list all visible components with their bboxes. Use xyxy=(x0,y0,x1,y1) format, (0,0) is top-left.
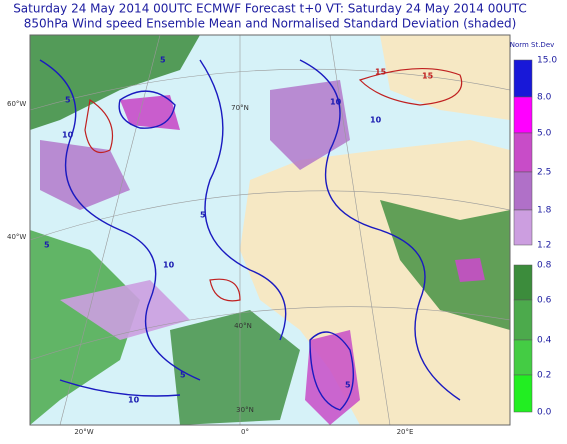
colorbar-segment xyxy=(513,96,533,134)
land xyxy=(240,140,510,425)
graticule xyxy=(30,35,510,425)
colorbar-tick-label: 5.0 xyxy=(537,129,552,139)
colorbar-segment xyxy=(513,299,533,341)
shade xyxy=(270,80,350,170)
contour-label: 5 xyxy=(65,96,71,105)
graticule-label: 30°N xyxy=(236,406,254,414)
colorbar-segment xyxy=(513,339,533,376)
contour-label: 10 xyxy=(330,98,342,107)
colorbar-segment xyxy=(513,374,533,413)
map: 60°W 40°W 20°W 0° 20°E 70°N 40°N 30°N 5 … xyxy=(7,34,511,436)
colorbar-tick-label: 0.2 xyxy=(537,371,551,381)
contour-label: 15 xyxy=(375,68,387,77)
colorbar-segment xyxy=(513,59,533,98)
contour-label: 5 xyxy=(160,56,166,65)
title-line2: 850hPa Wind speed Ensemble Mean and Norm… xyxy=(24,17,517,31)
shade xyxy=(30,35,200,130)
graticule-label: 60°W xyxy=(7,100,26,108)
colorbar-segment xyxy=(513,209,533,246)
shade xyxy=(40,140,130,210)
graticule-label: 70°N xyxy=(231,104,249,112)
colorbar-segment xyxy=(513,171,533,211)
contour-label: 10 xyxy=(370,116,382,125)
colorbar-tick-label: 1.2 xyxy=(537,241,551,251)
colorbar-title: Norm St.Dev xyxy=(510,41,555,49)
colorbar-segment xyxy=(513,264,533,301)
colorbar-tick-label: 15.0 xyxy=(537,56,557,66)
colorbar: Norm St.Dev 15.0 8.0 5.0 2.5 1.8 1.2 0.8 0.6 0.4… xyxy=(510,41,558,418)
contour-label: 5 xyxy=(200,211,206,220)
contour-label: 5 xyxy=(44,241,50,250)
contour-label: 5 xyxy=(345,381,351,390)
graticule-label: 0° xyxy=(241,428,249,436)
colorbar-tick-label: 1.8 xyxy=(537,206,552,216)
colorbar-tick-label: 2.5 xyxy=(537,168,551,178)
colorbar-tick-label: 0.6 xyxy=(537,296,552,306)
contours xyxy=(39,59,461,411)
contours-red xyxy=(84,67,463,302)
contour-label: 5 xyxy=(180,371,186,380)
colorbar-tick-label: 8.0 xyxy=(537,93,552,103)
contour-label: 10 xyxy=(62,131,74,140)
contour-label: 10 xyxy=(163,261,175,270)
shade xyxy=(120,95,180,130)
graticule-label: 40°N xyxy=(234,322,252,330)
shade xyxy=(455,258,485,282)
graticule-label: 20°W xyxy=(74,428,93,436)
contour-label: 10 xyxy=(128,396,140,405)
title-line1: Saturday 24 May 2014 00UTC ECMWF Forecas… xyxy=(13,2,527,16)
land xyxy=(380,35,510,120)
colorbar-segment xyxy=(513,132,533,173)
colorbar-tick-label: 0.8 xyxy=(537,261,552,271)
map-frame xyxy=(29,34,511,426)
shade xyxy=(170,310,300,425)
shade xyxy=(60,280,190,340)
graticule-label: 40°W xyxy=(7,233,26,241)
contour-label: 15 xyxy=(422,72,434,81)
shade xyxy=(380,200,510,330)
colorbar-tick-label: 0.4 xyxy=(537,336,552,346)
graticule-label: 20°E xyxy=(397,428,414,436)
colorbar-tick-label: 0.0 xyxy=(537,408,552,418)
